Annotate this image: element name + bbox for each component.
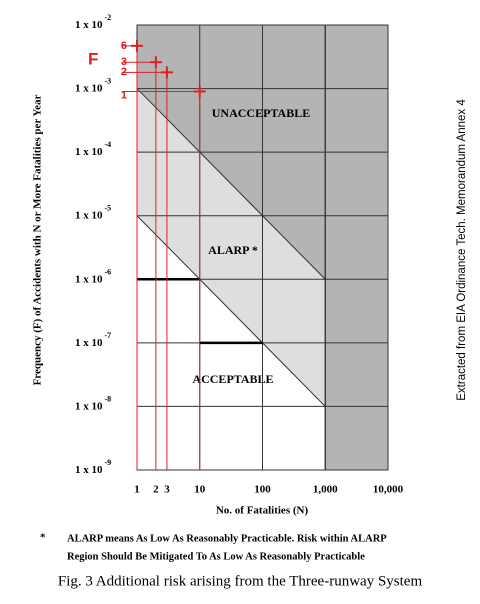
point-label: 3 <box>121 56 127 68</box>
y-tick-exponent: -7 <box>105 331 112 340</box>
y-tick-text: 1 x 10 <box>75 19 103 31</box>
footnote-line: ALARP means As Low As Reasonably Practic… <box>67 533 387 544</box>
y-tick-text: 1 x 10 <box>75 146 103 158</box>
region-alarp <box>137 88 326 407</box>
y-tick-text: 1 x 10 <box>75 336 103 348</box>
region-label: ACCEPTABLE <box>192 372 273 386</box>
y-tick-text: 1 x 10 <box>75 400 103 412</box>
region-label: UNACCEPTABLE <box>212 106 310 120</box>
point-label: 6 <box>121 40 127 52</box>
x-tick-label: 100 <box>254 484 271 496</box>
y-tick-exponent: -2 <box>105 13 112 22</box>
unacceptable-line <box>136 88 326 280</box>
point-label: 1 <box>121 89 127 101</box>
f-marker: F <box>88 49 98 68</box>
x-tick-label: 10 <box>194 484 206 496</box>
y-tick-label: 1 x 10-5 <box>75 204 111 222</box>
x-tick-label: 1,000 <box>313 484 338 496</box>
point <box>131 39 143 52</box>
y-tick-exponent: -5 <box>105 204 112 213</box>
y-tick-label: 1 x 10-8 <box>75 394 111 412</box>
y-tick-exponent: -6 <box>105 267 112 276</box>
y-tick-label: 1 x 10-9 <box>75 458 111 476</box>
footnote-line: Region Should Be Mitigated To As Low As … <box>67 551 365 562</box>
y-tick-label: 1 x 10-7 <box>75 331 111 349</box>
y-tick-text: 1 x 10 <box>75 464 103 476</box>
x-tick-label: 10,000 <box>373 484 404 496</box>
y-tick-exponent: -9 <box>105 458 112 467</box>
x-tick-label: 1 <box>134 484 140 496</box>
y-tick-label: 1 x 10-3 <box>75 76 111 94</box>
y-tick-text: 1 x 10 <box>75 209 103 221</box>
y-tick-label: 1 x 10-4 <box>75 140 111 158</box>
y-tick-text: 1 x 10 <box>75 273 103 285</box>
y-tick-exponent: -4 <box>105 140 112 149</box>
y-axis-title: Frequency (F) of Accidents with N or Mor… <box>32 94 44 385</box>
y-tick-label: 1 x 10-2 <box>75 13 111 31</box>
point <box>193 85 206 98</box>
y-tick-text: 1 x 10 <box>75 82 103 94</box>
acceptable-line <box>136 215 326 407</box>
x-axis-title: No. of Fatalities (N) <box>216 505 309 517</box>
point-label: 2 <box>121 66 127 78</box>
y-tick-exponent: -8 <box>105 394 112 403</box>
footnote-mark: * <box>40 532 46 544</box>
region-label: ALARP * <box>208 243 258 257</box>
point <box>149 56 162 69</box>
x-tick-label: 2 <box>153 484 159 496</box>
y-tick-exponent: -3 <box>105 76 112 85</box>
x-tick-label: 3 <box>164 484 170 496</box>
y-tick-label: 1 x 10-6 <box>75 267 111 285</box>
point <box>160 66 173 79</box>
caption: Fig. 3 Additional risk arising from the … <box>58 573 423 589</box>
side-note: Extracted from EIA Ordinance Tech. Memor… <box>456 99 468 401</box>
